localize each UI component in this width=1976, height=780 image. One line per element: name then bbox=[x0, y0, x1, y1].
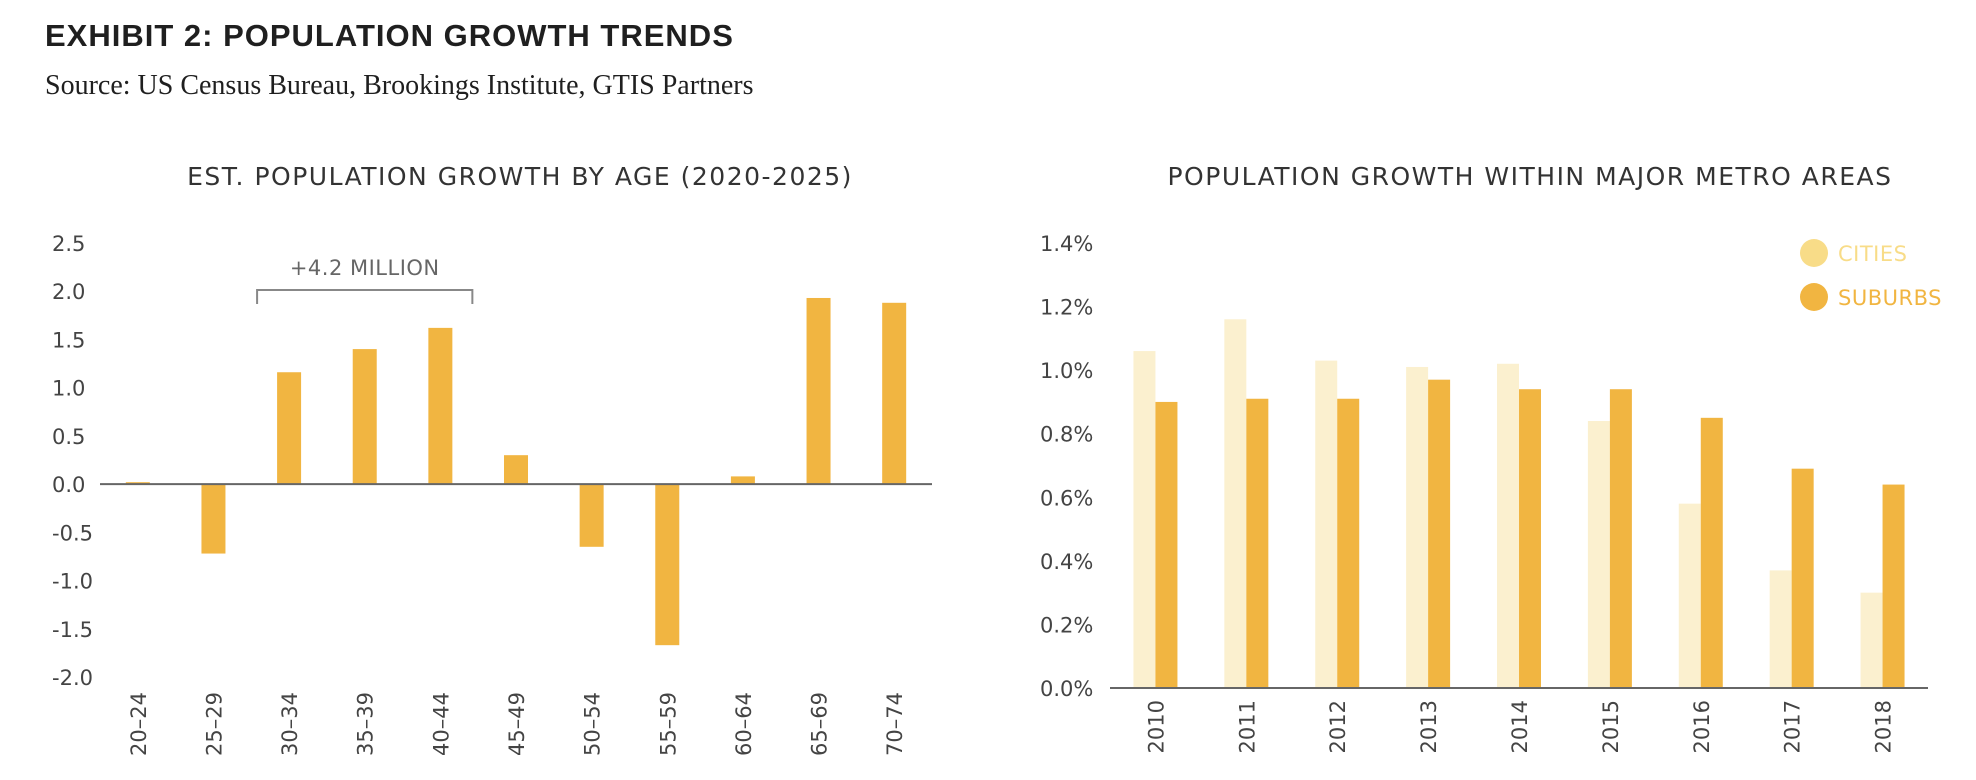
age-bar bbox=[806, 297, 831, 485]
y-tick-label: 1.0% bbox=[1040, 359, 1093, 383]
x-tick-label: 2018 bbox=[1872, 700, 1896, 753]
y-tick-label: 0.4% bbox=[1040, 550, 1093, 574]
x-tick-label: 20–24 bbox=[127, 692, 151, 756]
metro-chart-title: POPULATION GROWTH WITHIN MAJOR METRO ARE… bbox=[1167, 162, 1893, 191]
annotation-label: +4.2 MILLION bbox=[290, 256, 440, 280]
cities-bar bbox=[1497, 363, 1519, 688]
y-tick-label: 1.2% bbox=[1040, 296, 1093, 320]
y-tick-label: -2.0 bbox=[52, 666, 93, 690]
x-tick-label: 60–64 bbox=[732, 692, 756, 756]
x-tick-label: 2013 bbox=[1417, 700, 1441, 753]
y-tick-label: 1.5 bbox=[52, 328, 85, 352]
age-bar bbox=[201, 484, 226, 554]
cities-bar bbox=[1224, 319, 1247, 688]
x-tick-label: 45–49 bbox=[505, 692, 529, 756]
x-tick-label: 2011 bbox=[1235, 700, 1259, 753]
legend-label: SUBURBS bbox=[1838, 286, 1942, 310]
y-tick-label: 1.4% bbox=[1040, 232, 1093, 256]
legend-swatch bbox=[1800, 239, 1828, 267]
y-tick-label: 0.8% bbox=[1040, 423, 1093, 447]
suburbs-bar bbox=[1155, 401, 1178, 688]
y-tick-label: 1.0 bbox=[52, 377, 85, 401]
age-bar bbox=[730, 476, 755, 485]
suburbs-bar bbox=[1609, 389, 1632, 688]
age-bar bbox=[882, 302, 907, 485]
annotation-bracket bbox=[256, 289, 474, 304]
age-chart-title: EST. POPULATION GROWTH BY AGE (2020-2025… bbox=[187, 162, 853, 191]
x-tick-label: 55–59 bbox=[656, 692, 680, 756]
cities-bar bbox=[1406, 366, 1429, 688]
suburbs-bar bbox=[1246, 398, 1269, 688]
x-tick-label: 50–54 bbox=[581, 692, 605, 756]
cities-bar bbox=[1769, 570, 1792, 688]
exhibit-source: Source: US Census Bureau, Brookings Inst… bbox=[45, 70, 754, 101]
y-tick-label: 0.0% bbox=[1040, 677, 1093, 701]
cities-bar bbox=[1315, 360, 1338, 688]
age-bar bbox=[655, 484, 680, 646]
cities-bar bbox=[1587, 421, 1610, 688]
suburbs-bar bbox=[1700, 417, 1723, 688]
x-tick-label: 40–44 bbox=[429, 692, 453, 756]
y-tick-label: -1.0 bbox=[52, 570, 93, 594]
x-tick-label: 2010 bbox=[1144, 700, 1168, 753]
age-bar bbox=[277, 372, 302, 485]
x-tick-label: 2015 bbox=[1599, 700, 1623, 753]
x-tick-label: 70–74 bbox=[883, 692, 907, 756]
cities-bar bbox=[1860, 592, 1883, 688]
x-tick-label: 30–34 bbox=[278, 692, 302, 756]
y-tick-label: 0.2% bbox=[1040, 613, 1093, 637]
age-bar bbox=[504, 455, 528, 485]
cities-bar bbox=[1133, 351, 1156, 688]
y-tick-label: 0.6% bbox=[1040, 486, 1093, 510]
suburbs-bar bbox=[1791, 468, 1814, 688]
age-bar bbox=[579, 484, 604, 547]
y-tick-label: -1.5 bbox=[52, 618, 93, 642]
age-bar bbox=[352, 349, 377, 485]
x-tick-label: 2012 bbox=[1326, 700, 1350, 753]
y-tick-label: 2.5 bbox=[52, 232, 85, 256]
suburbs-bar bbox=[1428, 379, 1451, 688]
suburbs-bar bbox=[1519, 389, 1541, 688]
exhibit-title: EXHIBIT 2: POPULATION GROWTH TRENDS bbox=[45, 18, 734, 53]
x-tick-label: 2017 bbox=[1781, 700, 1805, 753]
y-tick-label: 2.0 bbox=[52, 280, 85, 304]
age-bar bbox=[428, 327, 453, 485]
legend-swatch bbox=[1800, 283, 1828, 311]
x-tick-label: 2014 bbox=[1508, 700, 1532, 753]
y-tick-label: 0.5 bbox=[52, 425, 85, 449]
x-tick-label: 65–69 bbox=[808, 692, 832, 756]
suburbs-bar bbox=[1337, 398, 1360, 688]
y-tick-label: 0.0 bbox=[52, 473, 85, 497]
legend-label: CITIES bbox=[1838, 242, 1907, 266]
y-tick-label: -0.5 bbox=[52, 521, 93, 545]
cities-bar bbox=[1678, 503, 1701, 688]
x-tick-label: 35–39 bbox=[354, 692, 378, 756]
suburbs-bar bbox=[1882, 484, 1905, 688]
x-tick-label: 2016 bbox=[1690, 700, 1714, 753]
x-tick-label: 25–29 bbox=[202, 692, 226, 756]
